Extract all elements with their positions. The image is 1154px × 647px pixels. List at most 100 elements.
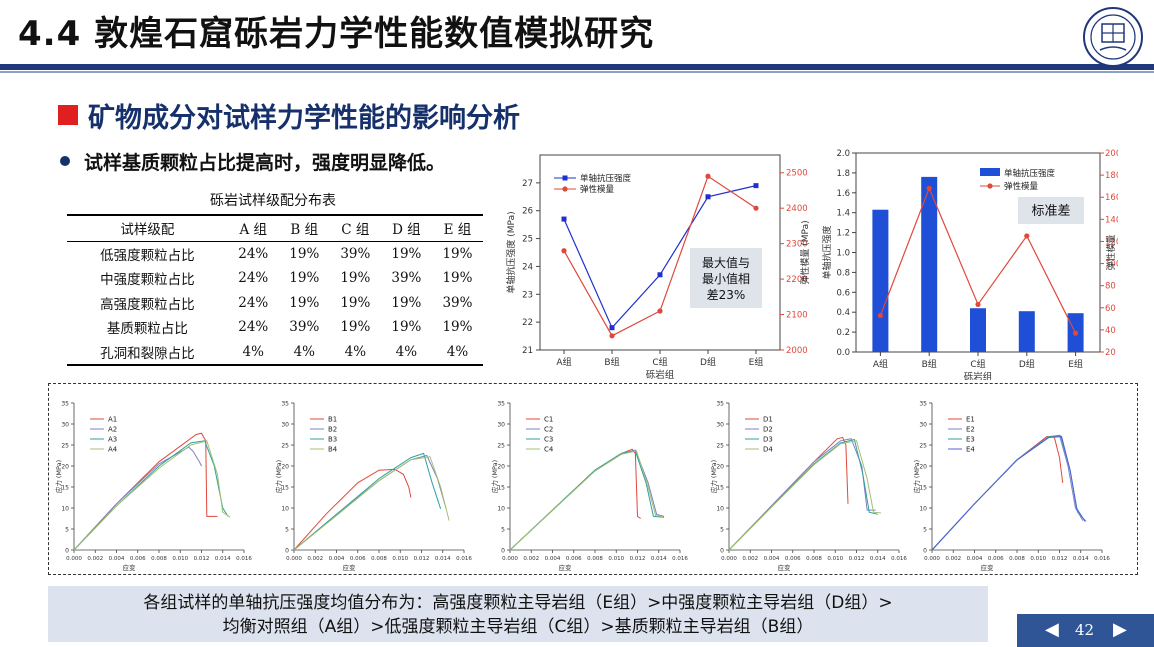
- y-right-tick-label: 100: [1105, 260, 1118, 270]
- table-cell: 39%: [442, 294, 473, 311]
- y-tick-label: 27: [522, 179, 533, 189]
- y-right-tick-label: 2500: [786, 169, 808, 179]
- x-tick-label: 0.004: [329, 556, 345, 562]
- x-tick-label: 0.002: [742, 556, 758, 562]
- y-tick-label: 25: [497, 443, 505, 450]
- title-divider: [0, 64, 1154, 70]
- y-tick-label: 5: [501, 527, 505, 534]
- x-axis-label: 应变: [559, 563, 573, 572]
- y-right-tick-label: 2400: [786, 204, 808, 214]
- table-cell: 39%: [391, 270, 422, 287]
- data-point-modulus: [609, 333, 615, 339]
- gradation-table: 试样级配 A 组 B 组 C 组 D 组 E 组 低强度颗粒占比 24% 19% 39% 19% 1…: [67, 214, 483, 366]
- table-header-cell: B 组: [290, 222, 319, 239]
- y-tick-label: 15: [919, 485, 927, 492]
- section-marker: [58, 105, 78, 125]
- x-tick-label: D组: [1019, 358, 1035, 370]
- legend-label-modulus: 弹性模量: [580, 184, 615, 195]
- prev-arrow-icon[interactable]: ◀: [1045, 619, 1059, 640]
- y-tick-label: 15: [497, 485, 505, 492]
- x-tick-label: C组: [970, 358, 985, 370]
- stress-strain-chart-d: 0 5 10 15 20 25 30 35 0.000 0.002 0.004 0.006 0.008 0…: [709, 401, 907, 573]
- annotation-text: 差23%: [707, 288, 746, 302]
- x-tick-label: 0.008: [806, 556, 822, 562]
- data-point-modulus: [975, 301, 981, 308]
- table-row: 基质颗粒占比 24% 39% 19% 19% 19%: [67, 315, 483, 340]
- x-tick-label: 0.000: [502, 556, 518, 562]
- y-right-tick-label: 2000: [786, 346, 808, 356]
- table-cell: 基质颗粒占比: [106, 321, 188, 338]
- table-header-cell: E 组: [443, 222, 472, 239]
- table-cell: 24%: [238, 245, 269, 262]
- y-tick-label: 0.6: [836, 288, 850, 298]
- y-tick-label: 0: [720, 548, 724, 555]
- y-tick-label: 20: [919, 464, 927, 471]
- y-right-tick-label: 120: [1105, 237, 1118, 247]
- y-tick-label: 20: [61, 464, 69, 471]
- x-tick-label: 0.014: [215, 556, 231, 562]
- x-tick-label: 0.002: [523, 556, 539, 562]
- x-tick-label: 0.008: [151, 556, 167, 562]
- y-tick-label: 10: [716, 506, 724, 513]
- legend-label-strength: 单轴抗压强度: [1004, 168, 1056, 179]
- y-tick-label: 21: [522, 346, 533, 356]
- y-tick-label: 20: [716, 464, 724, 471]
- strength-modulus-line-chart: 21 22 23 24 25 26 27 2000 2100 2200 2300 2400 2500 A组…: [505, 154, 811, 380]
- table-row: 中强度颗粒占比 24% 19% 19% 39% 19%: [67, 266, 483, 291]
- next-arrow-icon[interactable]: ▶: [1113, 619, 1127, 640]
- table-body: 低强度颗粒占比 24% 19% 39% 19% 19% 中强度颗粒占比 24% 19% 19% 39…: [67, 241, 483, 365]
- x-tick-label: A组: [556, 356, 571, 368]
- table-cell: 孔洞和裂隙占比: [100, 345, 195, 362]
- stress-strain-curve: [728, 438, 876, 551]
- table-cell: 19%: [340, 270, 371, 287]
- table-cell: 4%: [344, 343, 367, 360]
- y-right-tick-label: 20: [1105, 348, 1116, 358]
- stress-strain-panel: [48, 383, 1138, 575]
- stress-strain-curve: [73, 440, 229, 551]
- y-tick-label: 30: [716, 422, 724, 429]
- table-cell: 19%: [289, 294, 320, 311]
- data-point-modulus: [1073, 330, 1079, 336]
- legend-label-strength: 单轴抗压强度: [580, 173, 632, 184]
- data-point-modulus: [877, 312, 883, 319]
- x-tick-label: 0.014: [1073, 556, 1089, 562]
- y-tick-label: 10: [61, 506, 69, 513]
- y-tick-label: 30: [497, 422, 505, 429]
- legend-marker-modulus: [987, 183, 993, 189]
- y-axis-label: 应力 (MPa): [709, 460, 718, 493]
- x-tick-label: 0.016: [672, 556, 688, 562]
- y-right-axis-label: 弹性模量 (MPa): [799, 220, 811, 284]
- legend-label: B3: [328, 436, 337, 444]
- legend-label: D3: [763, 436, 773, 444]
- x-tick-label: E组: [1068, 358, 1083, 370]
- legend-label: C1: [544, 416, 553, 424]
- legend-label: D1: [763, 416, 773, 424]
- stress-strain-curve: [73, 446, 202, 551]
- y-tick-label: 35: [716, 401, 724, 408]
- bar: [872, 209, 889, 352]
- data-point-modulus: [753, 205, 759, 211]
- university-seal-icon: [1083, 7, 1143, 67]
- stress-strain-curve: [73, 440, 231, 551]
- y-tick-label: 0.4: [836, 308, 850, 318]
- y-tick-label: 5: [65, 527, 69, 534]
- x-tick-label: 0.002: [945, 556, 961, 562]
- x-tick-label: 0.016: [891, 556, 907, 562]
- y-tick-label: 25: [281, 443, 289, 450]
- x-axis-label: 应变: [343, 563, 357, 572]
- bar: [1018, 311, 1035, 352]
- y-right-tick-label: 180: [1105, 171, 1118, 181]
- y-tick-label: 0: [501, 548, 505, 555]
- legend-label: D2: [763, 426, 773, 434]
- y-tick-label: 15: [281, 485, 289, 492]
- y-right-tick-label: 2200: [786, 275, 808, 285]
- summary-line-1: 各组试样的单轴抗压强度均值分布为：高强度颗粒主导岩组（E组）>中强度颗粒主导岩组…: [143, 593, 893, 613]
- y-tick-label: 23: [522, 290, 533, 300]
- table-cell: 19%: [442, 319, 473, 336]
- y-right-tick-label: 60: [1105, 304, 1116, 314]
- x-tick-label: 0.008: [587, 556, 603, 562]
- table-cell: 19%: [391, 294, 422, 311]
- y-tick-label: 0: [285, 548, 289, 555]
- legend-label: B4: [328, 446, 338, 454]
- stress-strain-curve: [931, 434, 1084, 551]
